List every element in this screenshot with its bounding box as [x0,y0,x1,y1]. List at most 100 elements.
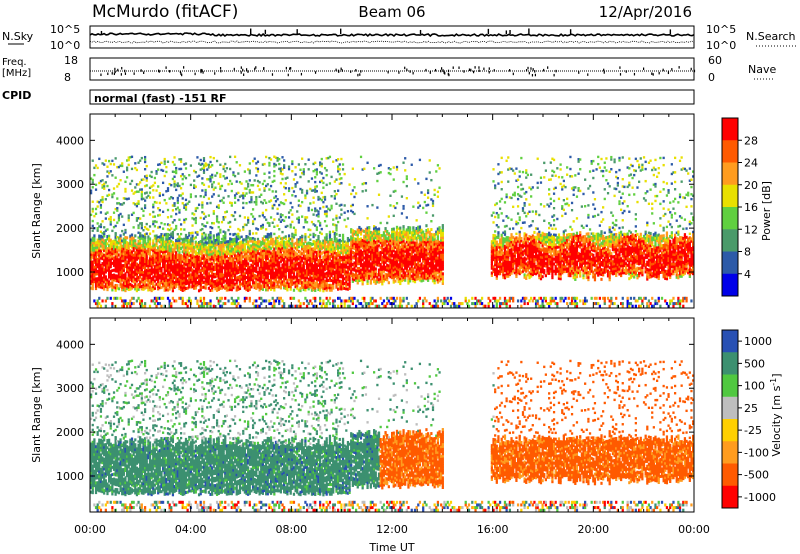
power-cell [305,189,309,193]
power-cell [107,282,111,286]
power-cell [150,260,153,264]
power-cell [281,168,284,171]
power-cell [314,188,317,191]
power-cell [359,271,363,275]
power-cell [392,280,395,284]
power-cell [176,272,179,276]
power-cell [356,269,359,273]
power-cell [261,285,264,289]
power-cell [351,296,354,300]
power-cell [289,304,292,308]
power-cell [153,176,157,180]
power-cell [143,184,147,188]
power-cell [315,168,318,171]
power-cell [377,268,381,272]
power-cell [94,262,98,266]
power-cell [314,250,317,254]
power-cell [325,286,328,290]
power-cell [211,183,214,186]
power-cell [258,254,261,258]
power-cell [363,241,366,245]
power-cell [119,256,122,260]
power-cell [130,269,134,273]
power-cell [278,266,281,270]
power-cell [188,280,191,284]
power-cell [194,259,197,263]
power-cell [179,232,183,236]
power-cell [158,208,161,212]
power-cell [263,260,266,264]
power-cell [315,214,318,217]
power-cell [294,275,297,279]
power-cell [178,238,181,242]
freq-mark [587,73,589,76]
power-cell [389,168,392,171]
power-cell [125,302,129,306]
power-cell [332,255,335,259]
power-cell [256,184,260,188]
power-cell [283,264,286,268]
power-cell [94,277,98,281]
power-cell [178,255,181,259]
power-cell [130,255,134,259]
power-cell [384,256,387,260]
power-cell [94,282,98,286]
power-cell [143,235,147,239]
power-cell [374,269,377,273]
power-cell [319,221,322,225]
power-cell [209,243,212,247]
power-cell [307,284,310,288]
power-cell [343,172,346,176]
power-cell [233,265,237,269]
power-cell [255,262,258,266]
power-cell [289,256,292,260]
power-cell [183,228,186,231]
power-cell [157,287,160,291]
power-cell [304,247,307,251]
power-cell [350,269,353,273]
power-cell [310,259,314,263]
power-cell [191,273,194,277]
power-cell [222,249,225,253]
power-cell [176,277,179,281]
power-cell [148,225,152,228]
freq-mark [243,73,245,76]
power-cell [253,281,256,285]
power-cell [317,239,320,243]
power-cell [260,265,263,269]
power-cell [389,268,392,272]
power-cell [124,289,127,293]
power-cell [323,250,327,254]
power-cell [104,277,107,281]
power-cell [345,270,348,274]
power-cell [273,225,276,228]
power-cell [209,259,212,263]
power-cell [104,284,107,288]
power-cell [283,283,286,287]
power-cell [232,271,235,275]
power-cell [137,268,140,272]
power-cell [157,296,160,300]
power-cell [191,278,194,282]
freq-mark [619,66,621,69]
power-cell [119,203,122,206]
power-cell [274,270,278,274]
power-cell [170,266,173,270]
power-cell [255,299,258,303]
power-cell [237,242,240,246]
power-cell [390,249,394,253]
power-cell [273,281,276,285]
power-cell [224,302,227,306]
power-cell [233,196,237,200]
power-cell [98,261,101,265]
power-cell [171,274,175,278]
power-cell [392,237,395,241]
power-cell [104,275,107,279]
power-cell [217,237,220,241]
power-cell [276,280,279,284]
power-cell [121,273,124,277]
power-cell [299,243,302,247]
power-cell [157,284,160,288]
power-cell [309,299,312,303]
power-cell [98,273,101,277]
